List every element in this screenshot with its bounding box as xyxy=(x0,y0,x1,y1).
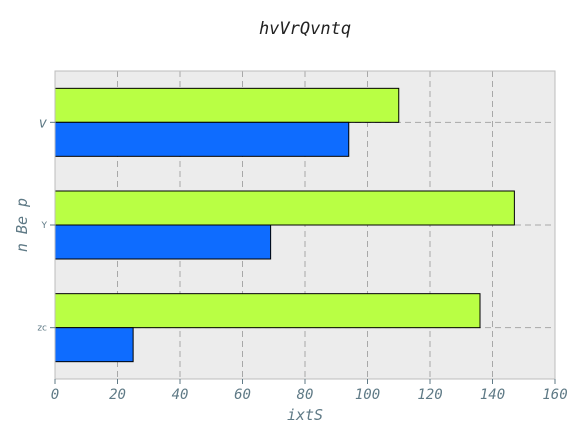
x-tick-label: 140 xyxy=(480,387,505,403)
bars-group xyxy=(54,87,515,363)
x-tick-label: 120 xyxy=(417,387,442,403)
x-axis-ticks: 0 20 40 60 80 100 120 140 160 xyxy=(51,379,568,403)
x-tick-label: 20 xyxy=(109,387,126,403)
x-tick-label: 0 xyxy=(51,387,59,403)
y-axis-label: n Be p xyxy=(13,198,31,252)
bar-series-2-2 xyxy=(54,327,134,363)
bar-series-1-2 xyxy=(54,293,481,329)
bar-series-1-1 xyxy=(54,190,515,226)
bar-series-2-0 xyxy=(54,121,350,157)
x-tick-label: 80 xyxy=(297,387,314,403)
x-tick-label: 160 xyxy=(542,387,567,403)
y-tick-label: Y xyxy=(41,221,48,231)
x-axis-label: ixtS xyxy=(287,406,323,424)
chart-title: hvVrQvntq xyxy=(259,19,351,39)
y-tick-label: zc xyxy=(37,324,47,334)
x-tick-label: 60 xyxy=(234,387,251,403)
bar-series-1-0 xyxy=(54,87,400,123)
bar-series-2-1 xyxy=(54,224,272,260)
y-tick-label: v xyxy=(39,115,48,131)
x-tick-label: 100 xyxy=(355,387,380,403)
y-axis-ticks: v Yzc xyxy=(37,115,55,334)
x-tick-label: 40 xyxy=(172,387,189,403)
